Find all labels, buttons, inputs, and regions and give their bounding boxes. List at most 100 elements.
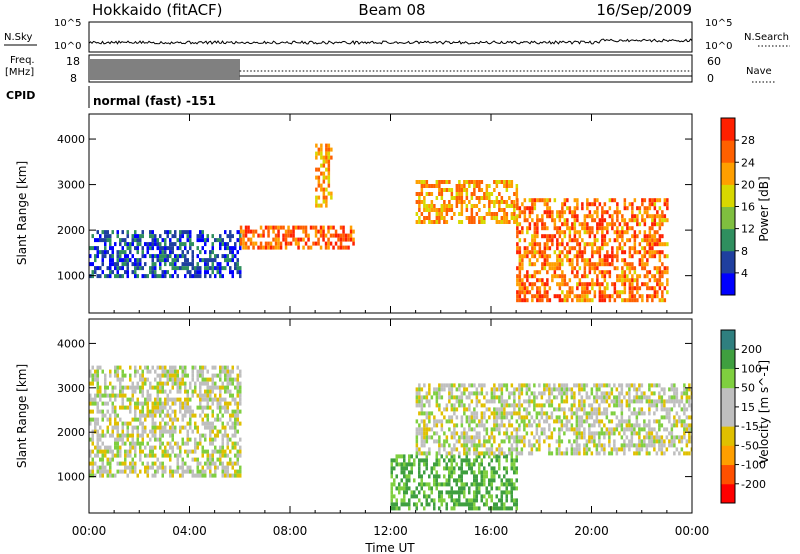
echo-cell — [483, 435, 486, 440]
echo-cell — [161, 469, 164, 474]
echo-cell — [656, 282, 659, 287]
echo-cell — [114, 425, 117, 430]
echo-cell — [234, 266, 237, 271]
echo-cell — [556, 262, 559, 267]
echo-cell — [435, 184, 439, 188]
echo-cell — [463, 451, 466, 456]
echo-cell — [239, 421, 242, 426]
echo-cell — [325, 175, 328, 180]
echo-cell — [91, 417, 94, 422]
echo-cell — [620, 387, 624, 392]
echo-cell — [490, 506, 493, 511]
echo-cell — [433, 482, 436, 487]
echo-cell — [576, 298, 579, 303]
echo-cell — [670, 439, 674, 444]
echo-cell — [515, 451, 519, 456]
echo-cell — [413, 494, 416, 499]
echo-cell — [101, 441, 104, 446]
echo-cell — [460, 196, 464, 200]
echo-cell — [528, 250, 532, 255]
echo-cell — [670, 443, 674, 448]
echo-cell — [229, 461, 232, 466]
echo-cell — [473, 439, 476, 444]
echo-cell — [458, 395, 461, 400]
echo-cell — [154, 409, 157, 414]
echo-cell — [114, 393, 117, 398]
echo-cell — [478, 506, 481, 511]
echo-cell — [418, 474, 421, 479]
echo-cell — [663, 439, 666, 444]
echo-cell — [526, 270, 529, 275]
echo-cell — [588, 403, 591, 408]
echo-cell — [141, 234, 144, 239]
echo-cell — [460, 184, 464, 188]
echo-cell — [505, 431, 509, 436]
echo-cell — [236, 393, 239, 398]
echo-cell — [149, 393, 152, 398]
colorbar-tick-label: 4 — [741, 267, 748, 280]
echo-cell — [643, 238, 647, 243]
echo-cell — [600, 411, 604, 416]
echo-cell — [239, 369, 242, 374]
echo-cell — [169, 425, 172, 430]
velocity-echo-map — [89, 365, 692, 511]
colorbar-tick-label: 20 — [741, 178, 755, 191]
echo-cell — [104, 373, 107, 378]
echo-cell — [570, 407, 574, 412]
echo-cell — [533, 407, 536, 412]
echo-cell — [440, 423, 444, 428]
echo-cell — [99, 397, 102, 402]
echo-cell — [126, 246, 129, 251]
echo-cell — [620, 411, 624, 416]
echo-cell — [570, 395, 574, 400]
echo-cell — [510, 383, 514, 388]
echo-cell — [164, 397, 167, 402]
echo-cell — [663, 407, 666, 412]
echo-cell — [159, 274, 162, 279]
echo-cell — [161, 433, 164, 438]
echo-cell — [631, 210, 634, 215]
echo-cell — [327, 241, 330, 246]
echo-cell — [670, 399, 674, 404]
echo-cell — [538, 411, 541, 416]
echo-cell — [131, 469, 134, 474]
echo-cell — [289, 233, 293, 238]
echo-cell — [418, 387, 421, 392]
echo-cell — [244, 229, 248, 234]
echo-cell — [590, 387, 594, 392]
echo-cell — [448, 208, 451, 212]
echo-cell — [628, 262, 632, 267]
echo-cell — [631, 254, 634, 259]
echo-cell — [430, 204, 434, 208]
echo-cell — [475, 498, 478, 503]
echo-cell — [398, 490, 401, 495]
echo-cell — [101, 369, 104, 374]
echo-cell — [556, 282, 559, 287]
echo-cell — [315, 195, 318, 200]
echo-cell — [503, 454, 506, 459]
echo-cell — [209, 429, 212, 434]
echo-cell — [236, 262, 239, 267]
echo-cell — [327, 229, 330, 234]
echo-cell — [453, 498, 456, 503]
echo-cell — [206, 270, 209, 275]
echo-cell — [99, 437, 102, 442]
echo-cell — [558, 387, 561, 392]
echo-cell — [297, 237, 300, 242]
echo-cell — [648, 226, 652, 231]
echo-cell — [668, 439, 671, 444]
echo-cell — [538, 218, 542, 223]
echo-cell — [583, 274, 587, 279]
echo-cell — [428, 474, 431, 479]
echo-cell — [656, 294, 659, 299]
echo-cell — [608, 198, 612, 203]
echo-cell — [390, 458, 393, 463]
echo-cell — [174, 401, 177, 406]
echo-cell — [116, 441, 119, 446]
echo-cell — [211, 453, 214, 458]
echo-cell — [583, 447, 586, 452]
echo-cell — [443, 447, 446, 452]
echo-cell — [558, 218, 562, 223]
echo-cell — [468, 184, 471, 188]
echo-cell — [224, 449, 227, 454]
